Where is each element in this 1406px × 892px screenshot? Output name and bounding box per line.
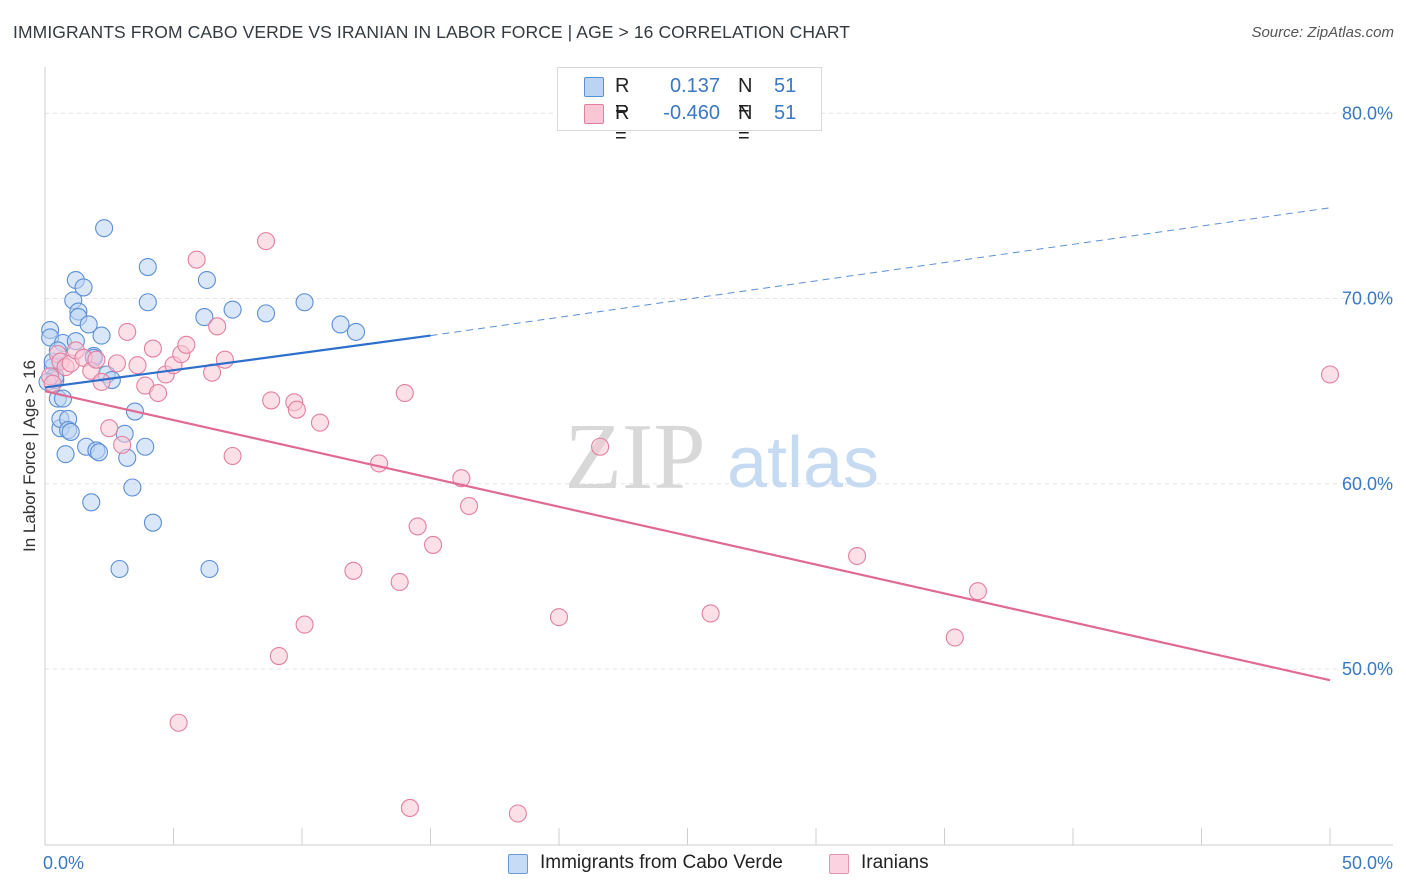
point-iranians	[701, 604, 720, 623]
tick-labels: 50.0% 60.0% 70.0% 80.0% 0.0% 50.0%	[43, 103, 1393, 873]
point-iranians	[395, 383, 414, 403]
chart-source: Source: ZipAtlas.com	[1251, 24, 1394, 41]
legend-r-label: R =	[615, 102, 630, 147]
point-cabo-verde	[346, 322, 366, 341]
point-iranians	[549, 608, 569, 627]
legend-n-value: 51	[774, 102, 797, 124]
watermark-atlas: atlas	[727, 423, 879, 503]
point-iranians	[591, 437, 610, 456]
legend-label-cabo-verde: Immigrants from Cabo Verde	[540, 852, 783, 873]
point-iranians	[295, 615, 314, 634]
point-iranians	[287, 400, 306, 419]
y-tick-label: 50.0%	[1342, 659, 1393, 679]
point-iranians	[43, 374, 62, 393]
point-iranians	[143, 339, 162, 358]
point-iranians	[187, 250, 206, 269]
watermark-zip: ZIP	[565, 405, 706, 509]
point-iranians	[968, 582, 987, 601]
axes	[44, 67, 1393, 846]
point-iranians	[424, 535, 443, 554]
y-tick-label: 70.0%	[1342, 289, 1393, 309]
point-iranians	[508, 804, 527, 823]
point-iranians	[370, 454, 389, 473]
point-iranians	[223, 446, 242, 466]
point-iranians	[408, 517, 427, 536]
trend-line-cabo-verde	[44, 334, 431, 389]
grid-lines	[45, 112, 1393, 670]
chart-title: IMMIGRANTS FROM CABO VERDE VS IRANIAN IN…	[13, 22, 851, 42]
point-cabo-verde	[56, 445, 75, 464]
point-iranians	[100, 419, 119, 438]
point-iranians	[118, 322, 137, 341]
point-iranians	[262, 391, 281, 410]
point-cabo-verde	[295, 293, 314, 312]
trend-line-iranians	[44, 390, 1331, 682]
legend-r-label: R =	[615, 75, 630, 120]
legend-swatch-iranians	[829, 854, 849, 874]
legend-n-value: 51	[774, 75, 797, 97]
stats-legend: R = 0.137 N = 51 R = -0.460 N = 51	[557, 67, 822, 147]
x-tick-label: 0.0%	[43, 853, 84, 873]
legend-r-value: -0.460	[663, 102, 720, 124]
legend-label-iranians: Iranians	[861, 852, 929, 873]
point-iranians	[400, 798, 419, 818]
point-cabo-verde	[138, 258, 157, 277]
point-cabo-verde	[53, 389, 73, 408]
point-iranians	[113, 435, 132, 454]
point-iranians	[177, 335, 196, 354]
point-iranians	[344, 561, 363, 580]
point-iranians	[310, 413, 330, 432]
point-cabo-verde	[223, 300, 242, 319]
point-iranians	[87, 350, 106, 369]
point-cabo-verde	[200, 559, 219, 579]
legend-swatch-iranians	[584, 104, 604, 124]
point-iranians	[269, 647, 288, 666]
legend-swatch-cabo-verde	[508, 854, 528, 874]
point-cabo-verde	[136, 437, 155, 456]
point-iranians	[128, 356, 147, 375]
point-cabo-verde	[197, 270, 216, 290]
point-cabo-verde	[79, 315, 98, 334]
watermark: ZIP atlas	[565, 405, 880, 509]
point-cabo-verde	[110, 559, 129, 579]
point-iranians	[459, 496, 479, 516]
point-cabo-verde	[138, 293, 157, 312]
data-points	[38, 219, 1340, 823]
y-tick-label: 60.0%	[1342, 474, 1393, 494]
point-iranians	[390, 572, 409, 592]
point-iranians	[256, 232, 276, 251]
point-cabo-verde	[74, 278, 93, 297]
point-cabo-verde	[195, 308, 214, 327]
point-cabo-verde	[82, 493, 101, 512]
point-iranians	[215, 350, 234, 369]
trend-extension-cabo-verde	[430, 207, 1331, 337]
point-cabo-verde	[331, 315, 350, 334]
point-cabo-verde	[143, 513, 162, 532]
point-iranians	[92, 372, 111, 391]
point-cabo-verde	[95, 219, 114, 238]
point-iranians	[208, 317, 227, 336]
point-cabo-verde	[89, 443, 109, 462]
point-iranians	[1320, 365, 1340, 384]
y-tick-label: 80.0%	[1342, 103, 1393, 123]
point-cabo-verde	[256, 304, 276, 323]
point-iranians	[945, 628, 964, 647]
point-iranians	[107, 354, 127, 373]
point-cabo-verde	[123, 478, 142, 497]
trend-lines	[44, 207, 1331, 682]
x-tick-label: 50.0%	[1342, 853, 1393, 873]
point-iranians	[452, 469, 471, 488]
point-iranians	[149, 383, 168, 403]
point-iranians	[169, 713, 188, 732]
legend-swatch-cabo-verde	[584, 77, 604, 97]
legend-n-label: N =	[738, 102, 753, 147]
point-iranians	[848, 546, 867, 566]
point-cabo-verde	[61, 422, 80, 441]
legend-n-label: N =	[738, 75, 753, 120]
point-cabo-verde	[92, 326, 111, 345]
legend-r-value: 0.137	[669, 75, 720, 97]
